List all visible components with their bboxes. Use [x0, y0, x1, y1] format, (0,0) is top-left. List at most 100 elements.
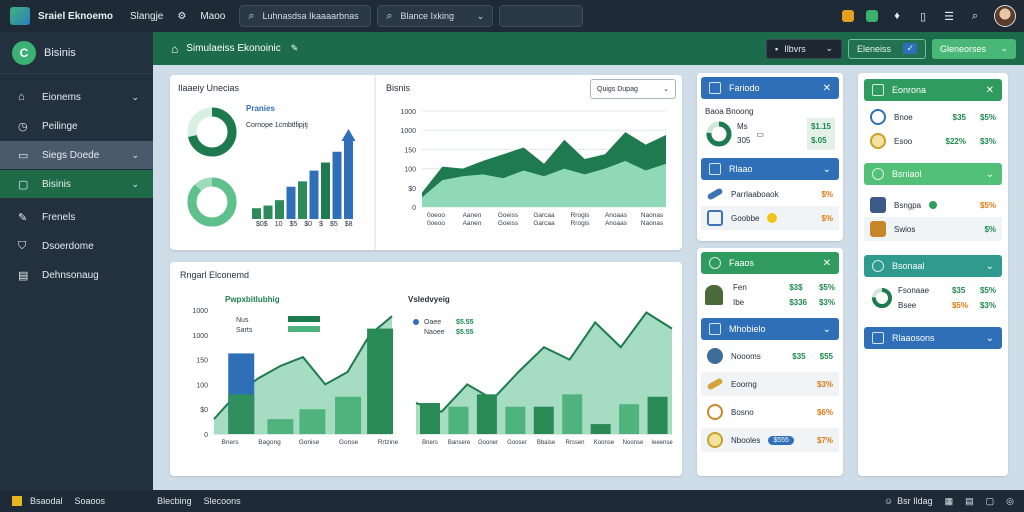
row-label: Noooms: [731, 351, 761, 361]
close-icon[interactable]: ✕: [985, 84, 994, 96]
donut-icon: [706, 121, 732, 147]
blank-input[interactable]: [499, 5, 584, 27]
panel-header[interactable]: Eonrona ✕: [864, 79, 1002, 101]
gear-icon[interactable]: ⚙: [177, 10, 187, 22]
bar: [263, 205, 273, 219]
chevron-down-icon[interactable]: ⌄: [985, 332, 994, 344]
panel-header-rlaao[interactable]: Rlaao ⌄: [701, 158, 839, 180]
panel-header[interactable]: Bsonaal ⌄: [864, 255, 1002, 277]
secondary-search-input[interactable]: ⌕ Blance Ixking ⌄: [377, 5, 494, 27]
list-item[interactable]: Eoorng $3%: [701, 372, 839, 396]
legend-dot: [413, 319, 419, 325]
y-tick-label: 0: [204, 432, 208, 439]
row-value: $35: [952, 112, 966, 122]
panel-header[interactable]: Mhobielo ⌄: [701, 318, 839, 340]
avatar[interactable]: [994, 5, 1016, 27]
row-label: Eoorng: [731, 379, 757, 389]
area-series: [422, 160, 666, 207]
row-value: $55: [819, 351, 833, 361]
chevron-down-icon[interactable]: ⌄: [985, 260, 994, 272]
window-icon[interactable]: ▢: [985, 495, 995, 506]
panel-header[interactable]: Fariodo ✕: [701, 77, 839, 99]
list-item[interactable]: Bsngpa $5%: [864, 193, 1002, 217]
sidebar-item-frenels[interactable]: ✎ Frenels: [0, 203, 153, 231]
row-value: $5%: [951, 301, 968, 310]
search-input[interactable]: ⌕ Luhnasdsa Ikaaaarbnas: [239, 5, 372, 27]
panel-header[interactable]: Rlaaosons ⌄: [864, 327, 1002, 349]
sidebar-item-siegs-doede[interactable]: ▭ Siegs Doede ⌄: [0, 141, 153, 169]
sidebar-item-bisinis[interactable]: ▢ Bisinis ⌄: [0, 170, 153, 198]
clipboard-icon[interactable]: ▯: [919, 10, 927, 23]
list-item[interactable]: Swios $%: [864, 217, 1002, 241]
x-tick-label: Gonse: [339, 439, 359, 446]
generate-button-label: Gleneorses: [940, 43, 987, 54]
list-item[interactable]: Esoo $22% $3%: [864, 129, 1002, 153]
edit-icon[interactable]: ✎: [290, 43, 299, 53]
x-tick-label: Naonas: [641, 212, 664, 219]
menu-icon[interactable]: ☰: [944, 10, 954, 23]
sidebar-item-label: Dehnsonaug: [42, 269, 99, 281]
brand-icon: C: [12, 40, 36, 65]
y-tick-label: $0: [408, 186, 416, 193]
chevron-down-icon[interactable]: ⌄: [985, 168, 994, 180]
list-item[interactable]: Noooms $35 $55: [701, 344, 839, 368]
list-item[interactable]: Nbooles $555 $7%: [701, 428, 839, 452]
card-search-input[interactable]: Quigs Dupag ⌄: [590, 79, 676, 99]
currency-icon: [870, 109, 886, 125]
generate-button[interactable]: Gleneorses ⌄: [932, 38, 1016, 59]
document-icon: ▤: [18, 269, 29, 282]
panel-title: Rlaaosons: [892, 333, 935, 343]
x-tick-label: Garcaa: [533, 212, 555, 219]
status-text: Blecbing: [157, 496, 192, 506]
panel-header[interactable]: Faaos ✕: [701, 252, 839, 274]
sidebar-item-eionems[interactable]: ⌂ Eionems ⌄: [0, 83, 153, 111]
x-tick-label: 0oeoo: [427, 220, 445, 227]
bar: [275, 200, 284, 219]
x-tick-label: Rrssen: [565, 440, 584, 446]
document-icon[interactable]: ▤: [965, 495, 974, 506]
notification-icon[interactable]: [842, 10, 854, 22]
status-icon[interactable]: [866, 10, 878, 22]
table-icon[interactable]: ▦: [944, 495, 954, 506]
close-icon[interactable]: ✕: [822, 257, 831, 269]
image-icon: [709, 257, 721, 269]
search-icon[interactable]: ⌕: [971, 9, 979, 22]
elements-button[interactable]: Eleneiss ✓: [848, 38, 926, 59]
chevron-down-icon: ⌄: [131, 178, 139, 189]
user-icon[interactable]: ☺: [883, 496, 894, 506]
search-icon: ⌕: [386, 9, 393, 22]
image-icon: [872, 84, 884, 96]
top-icons: ♦ ▯ ☰ ⌕: [830, 5, 1016, 27]
bell-icon[interactable]: ♦: [894, 10, 900, 22]
page-title: Simulaeiss Ekonoinic: [186, 43, 281, 54]
row-label: Fsonaae: [898, 286, 930, 295]
sidebar-item-dehnsonaug[interactable]: ▤ Dehnsonaug: [0, 261, 153, 289]
check-icon: ✓: [903, 43, 917, 54]
bar: [344, 141, 353, 219]
status-dot-icon: [929, 201, 938, 209]
legend-label: Sarts: [236, 327, 253, 334]
sidebar-brand[interactable]: C Bisinis: [0, 32, 153, 74]
list-item[interactable]: Goobbe $%: [701, 206, 839, 230]
clock-icon: [872, 168, 884, 180]
close-icon[interactable]: ✕: [822, 82, 831, 94]
chevron-down-icon[interactable]: ⌄: [822, 323, 831, 335]
list-item[interactable]: Bosno $6%: [701, 400, 839, 424]
row-label: Goobbe: [731, 213, 760, 223]
sidebar-item-peilinge[interactable]: ◷ Peilinge: [0, 112, 153, 140]
list-item[interactable]: Bnoe $35 $5%: [864, 105, 1002, 129]
panel-header[interactable]: Bsniaol ⌄: [864, 163, 1002, 185]
sidebar-item-dsoerdome[interactable]: ⛉ Dsoerdome: [0, 232, 153, 260]
chevron-down-icon: ⌄: [663, 86, 669, 93]
list-item[interactable]: Parrlaaboaok $%: [701, 182, 839, 206]
y-tick-label: 100: [404, 167, 416, 174]
globe-icon[interactable]: ◎: [1006, 495, 1014, 506]
top-nav-item[interactable]: Maoo: [200, 10, 226, 22]
filter-button[interactable]: ▪ Ilbvrs ⌄: [766, 38, 842, 59]
chevron-down-icon: ⌄: [131, 91, 139, 102]
metric-label: 305: [737, 136, 751, 145]
top-nav-item[interactable]: Slangje: [130, 10, 164, 22]
chart-icon: ▭: [756, 129, 764, 139]
app-logo[interactable]: Sraiel Eknoemo: [10, 7, 130, 25]
chevron-down-icon[interactable]: ⌄: [822, 163, 831, 175]
